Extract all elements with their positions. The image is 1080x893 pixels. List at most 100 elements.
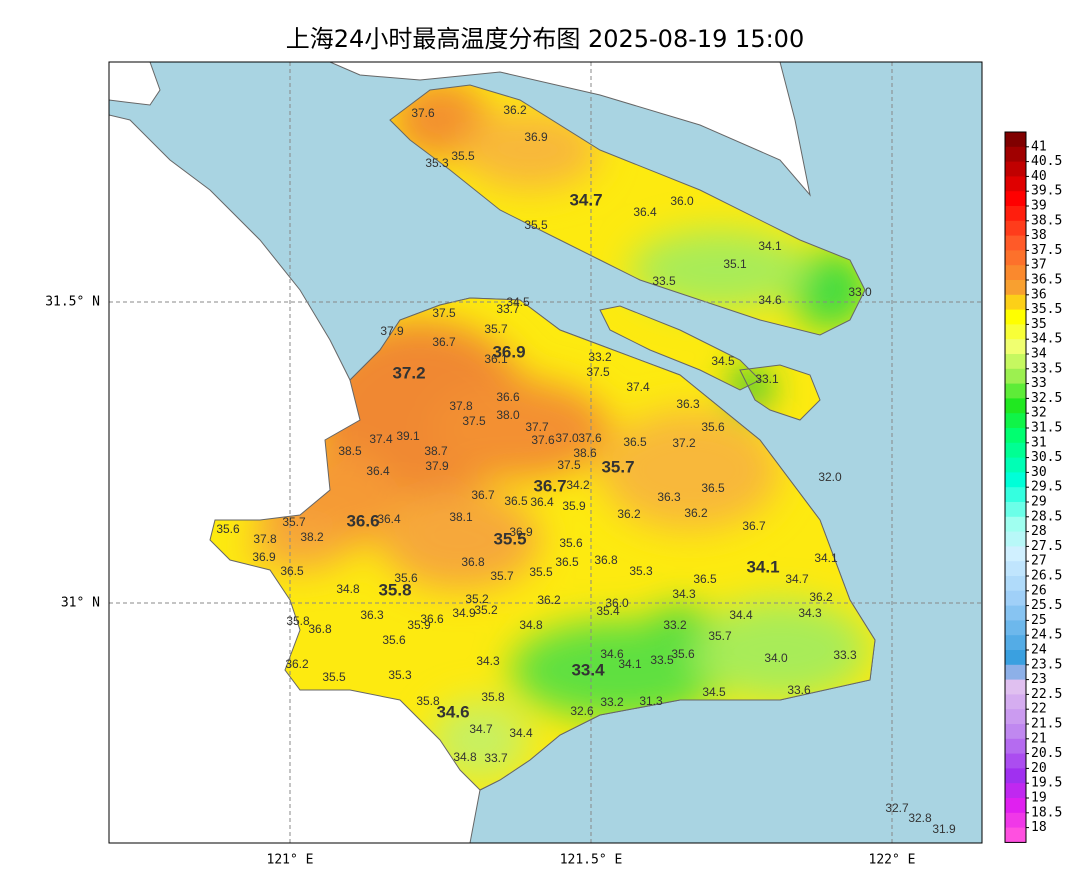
station-value: 34.4: [509, 726, 533, 740]
station-value: 35.2: [465, 592, 489, 606]
station-value: 34.8: [336, 582, 360, 596]
station-value: 36.2: [537, 593, 561, 607]
colorbar-cell: [1005, 694, 1026, 710]
station-value: 34.2: [566, 478, 590, 492]
station-value: 34.3: [798, 606, 822, 620]
colorbar-cell: [1005, 724, 1026, 740]
colorbar-label: 19: [1031, 791, 1047, 806]
station-value: 34.0: [764, 651, 788, 665]
station-value: 36.5: [623, 435, 647, 449]
colorbar-label: 36: [1031, 287, 1047, 302]
station-value: 34.8: [519, 618, 543, 632]
colorbar-cell: [1005, 339, 1026, 355]
station-value: 36.9: [509, 525, 533, 539]
station-value: 37.7: [525, 420, 549, 434]
station-value: 35.5: [524, 218, 548, 232]
colorbar-label: 19.5: [1031, 776, 1062, 791]
station-value: 34.7: [785, 572, 809, 586]
station-value: 38.2: [300, 530, 324, 544]
colorbar-cell: [1005, 457, 1026, 473]
station-value: 36.3: [657, 490, 681, 504]
station-value: 34.6: [758, 293, 782, 307]
station-value: 36.8: [461, 555, 485, 569]
station-value: 35.4: [596, 604, 620, 618]
station-value: 33.7: [484, 751, 508, 765]
station-value: 35.7: [601, 457, 634, 476]
colorbar-cell: [1005, 738, 1026, 755]
title: 上海24小时最高温度分布图 2025-08-19 15:00: [286, 25, 804, 53]
colorbar-label: 21: [1031, 731, 1047, 746]
station-value: 37.4: [369, 432, 393, 446]
colorbar-label: 37.5: [1031, 243, 1062, 258]
station-value: 35.1: [723, 257, 747, 271]
station-value: 38.7: [424, 444, 448, 458]
colorbar-label: 32: [1031, 406, 1047, 421]
colorbar-cell: [1005, 309, 1026, 325]
station-value: 36.9: [492, 342, 525, 361]
colorbar-cell: [1005, 531, 1026, 547]
station-value: 36.5: [693, 572, 717, 586]
colorbar-label: 29: [1031, 495, 1047, 510]
station-value: 34.9: [452, 606, 476, 620]
station-value: 36.6: [346, 511, 379, 530]
station-value: 36.7: [742, 519, 766, 533]
station-value: 37.6: [531, 433, 555, 447]
colorbar-cell: [1005, 635, 1026, 651]
colorbar-label: 21.5: [1031, 717, 1062, 732]
graticule: [109, 62, 982, 843]
colorbar-cell: [1005, 487, 1026, 503]
station-value: 37.0: [555, 431, 579, 445]
colorbar-label: 29.5: [1031, 480, 1062, 495]
station-value: 32.8: [908, 811, 932, 825]
station-value: 33.2: [663, 618, 687, 632]
station-value: 35.5: [322, 670, 346, 684]
station-value: 34.7: [469, 722, 493, 736]
colorbar-cell: [1005, 191, 1026, 207]
station-value: 35.9: [407, 618, 431, 632]
colorbar-cell: [1005, 753, 1026, 769]
colorbar-label: 20.5: [1031, 746, 1062, 761]
station-value: 33.5: [652, 274, 676, 288]
station-value: 35.5: [529, 565, 553, 579]
station-value: 36.9: [524, 130, 548, 144]
colorbar-cell: [1005, 176, 1026, 192]
colorbar-cell: [1005, 783, 1026, 799]
colorbar-label: 24.5: [1031, 628, 1062, 643]
station-value: 36.9: [252, 550, 276, 564]
station-value: 37.9: [425, 459, 449, 473]
station-value: 35.6: [559, 536, 583, 550]
x-tick-label: 121° E: [267, 853, 314, 868]
colorbar-label: 40: [1031, 169, 1047, 184]
station-value: 36.2: [503, 103, 527, 117]
station-value: 38.6: [573, 446, 597, 460]
colorbar-label: 34: [1031, 347, 1047, 362]
colorbar-cell: [1005, 235, 1026, 251]
station-value: 31.3: [639, 694, 663, 708]
station-value: 35.6: [216, 522, 240, 536]
colorbar-label: 25.5: [1031, 598, 1062, 613]
station-value: 35.7: [708, 629, 732, 643]
station-value: 36.2: [809, 590, 833, 604]
station-value: 36.2: [617, 507, 641, 521]
station-value: 37.5: [432, 306, 456, 320]
station-value: 35.9: [562, 499, 586, 513]
colorbar-cell: [1005, 220, 1026, 237]
station-value: 33.6: [787, 683, 811, 697]
station-value: 34.1: [814, 551, 838, 565]
colorbar-label: 26: [1031, 583, 1047, 598]
station-value: 32.6: [570, 704, 594, 718]
station-value: 35.7: [282, 515, 306, 529]
station-value: 36.0: [670, 194, 694, 208]
colorbar-label: 22.5: [1031, 687, 1062, 702]
station-value: 35.8: [416, 694, 440, 708]
colorbar-label: 27.5: [1031, 539, 1062, 554]
colorbar-cell: [1005, 265, 1026, 281]
station-value: 36.5: [701, 481, 725, 495]
station-value: 38.0: [496, 408, 520, 422]
station-value: 33.2: [588, 350, 612, 364]
station-value: 31.9: [932, 822, 956, 836]
station-value: 33.0: [848, 285, 872, 299]
station-value: 37.8: [253, 532, 277, 546]
station-value: 37.9: [380, 324, 404, 338]
